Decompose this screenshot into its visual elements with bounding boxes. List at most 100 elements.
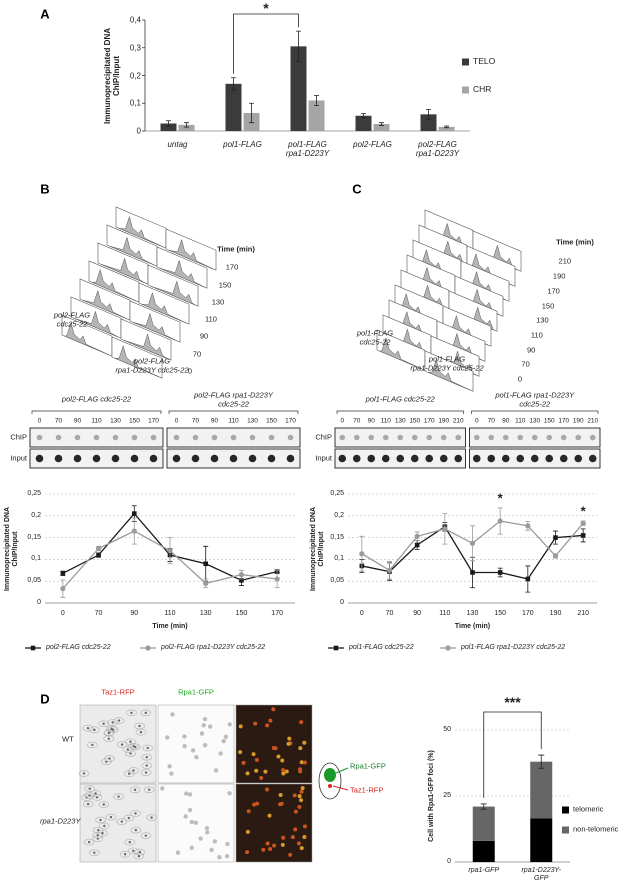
cell [141,753,153,761]
cell-spot [107,737,110,740]
cell [141,762,153,769]
legend-label: CHR [473,84,492,95]
cell-spot [238,724,243,729]
cell-spot [96,837,99,840]
time-label: 190 [552,271,566,281]
y-tick-label: 50 [443,725,451,733]
cell-spot [199,731,205,736]
time-label: 170 [547,286,560,296]
blot-dot [411,434,418,441]
point [239,578,244,583]
x-tick-label: untag [167,140,188,149]
histogram-peak [379,336,423,370]
bar [225,83,242,131]
error-bar [296,30,301,63]
blot-bracket [336,410,464,414]
cell-spot [129,740,132,743]
cell-spot [148,788,151,791]
point [469,540,476,546]
blot-time-label: 170 [423,417,435,425]
cell-spot [276,754,281,759]
strain-label: rpa1-D223Y [40,816,81,826]
blot-dot [36,434,43,441]
cell [106,725,117,733]
time-label: 110 [205,314,217,324]
cell-spot [129,752,132,755]
cell [89,726,100,734]
cell-spot [288,852,293,857]
cell [146,814,157,821]
bar [355,115,372,131]
cell-spot [204,825,210,831]
cell [98,801,110,808]
cell-spot [187,807,193,813]
blot-dot [150,434,157,441]
histogram-peak [150,280,196,306]
error-bar [480,803,487,810]
blot-dot [287,434,294,441]
point [95,545,102,552]
x-tick-label: pol1-FLAG [223,140,262,149]
blot-dot [560,434,567,441]
blot-time-label: 0 [174,417,179,425]
point [238,572,245,578]
legend-label: pol2-FLAG cdc25-22 [46,643,111,651]
blot-bracket [31,410,162,414]
cell [123,814,135,822]
cell-spot [165,735,170,740]
blot-dot [546,434,553,441]
point [274,576,280,582]
cell-spot [133,788,137,792]
blot-time-label: 0 [37,417,42,425]
blot-time-label: 70 [487,417,495,425]
blot-dot [530,454,539,463]
y-tick-label: 0,1 [31,555,41,563]
cell-spot [217,854,222,860]
blot-row-label: Input [10,453,27,463]
cell-spot [299,846,304,851]
cell-spot [261,847,266,852]
x-tick-label: 0 [60,609,65,617]
bar-segment [472,806,495,841]
cell [142,744,154,752]
bar [160,123,177,131]
cell-spot [221,738,226,744]
blot-dot [545,454,554,463]
blot-dot [516,454,525,463]
point [386,567,393,573]
cell-spot [284,769,289,774]
blot-dot [191,454,200,463]
cell-spot [302,824,307,829]
blot-dot [531,434,538,441]
cell [107,719,118,726]
cell-spot [281,768,286,773]
legend-marker [445,645,451,651]
cell-spot [212,839,218,844]
cell-spot [293,827,298,832]
cell-spot [298,746,303,751]
legend-swatch [562,806,569,814]
y-tick-label: 0,25 [27,489,41,497]
histogram-peak [114,344,160,378]
histogram-peak [100,257,146,284]
time-label: 90 [199,332,209,342]
time-label: 90 [527,345,536,355]
point [497,570,503,575]
point [552,553,559,559]
x-tick-label: rpa1-D223Y- GFP [521,867,562,883]
cell-spot [298,767,303,772]
blot-time-label: 90 [73,417,82,425]
x-tick-label: 110 [439,609,451,617]
blot-dot [353,434,360,441]
x-tick-label: 150 [235,609,248,617]
y-tick-label: 0,4 [129,15,141,25]
cell-spot [111,721,114,724]
cell [140,832,152,839]
blot-dot [367,454,376,463]
blot-dot [588,454,597,463]
cell-spot [278,793,283,798]
blot-dot [396,454,405,463]
cell-spot [134,812,137,815]
cell-spot [130,711,133,714]
cell [143,786,155,794]
